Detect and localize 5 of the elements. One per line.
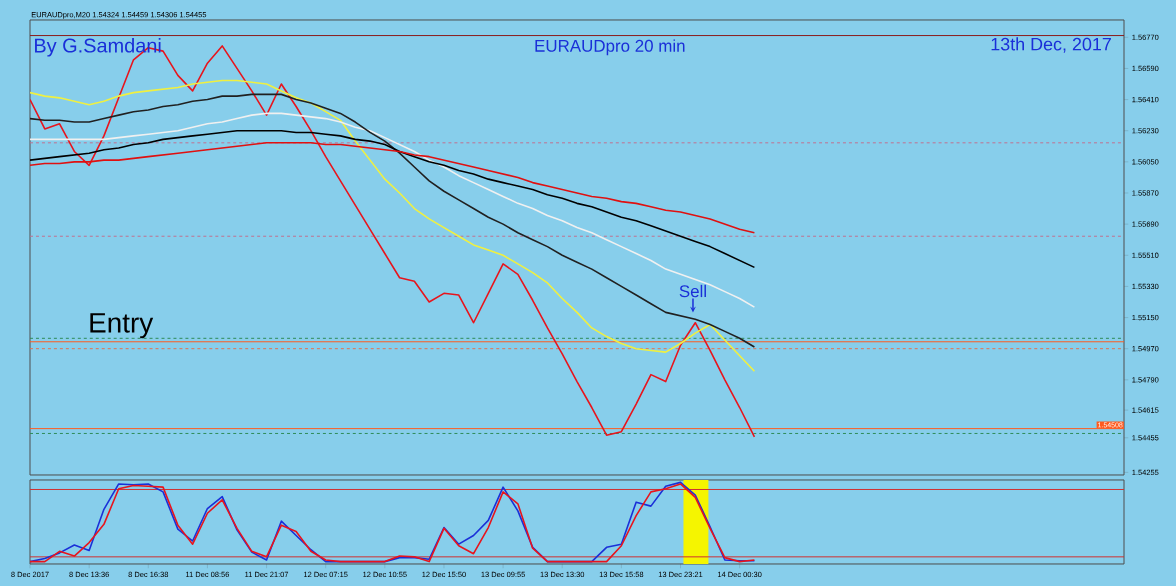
annotation: 13th Dec, 2017: [991, 37, 1111, 53]
text: EURAUDpro 20 min: [535, 39, 685, 56]
annotation: Sell: [679, 284, 706, 298]
annotation: Entry: [90, 313, 154, 339]
annotation: By G.Samdani: [35, 38, 161, 57]
